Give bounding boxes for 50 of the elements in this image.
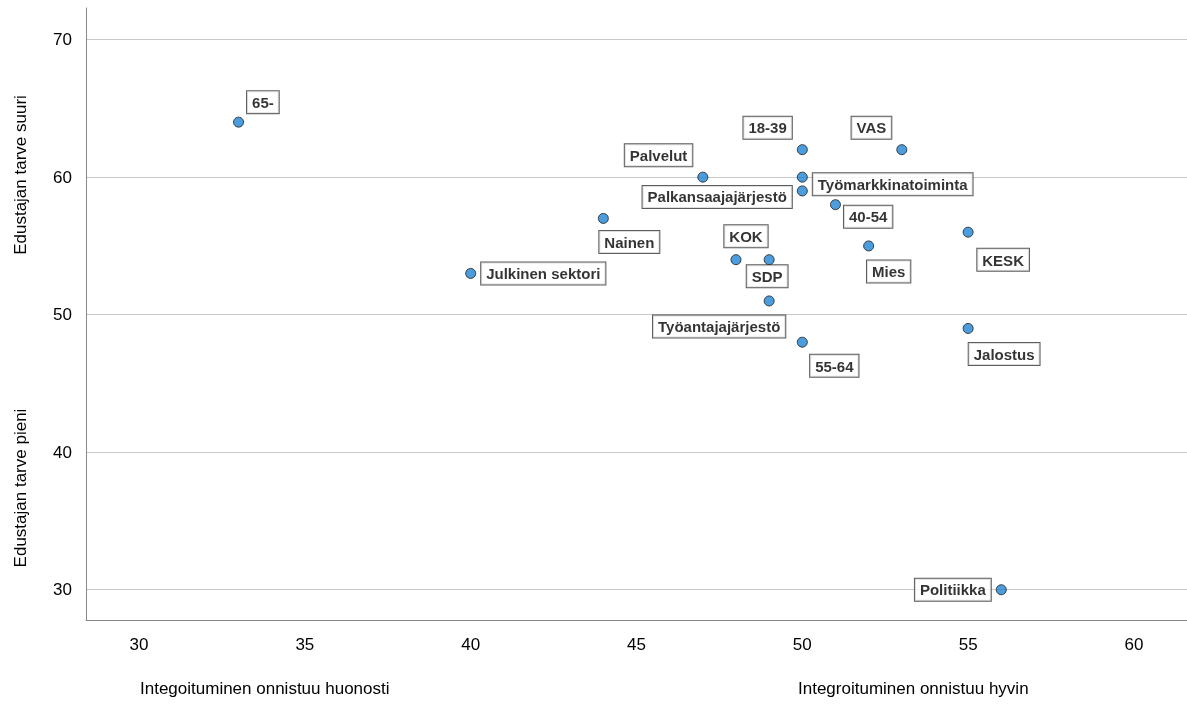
x-tick-label: 40 [461,635,481,654]
x-tick-label: 45 [627,635,646,654]
y-tick-label: 50 [53,305,72,325]
y-tick-label: 40 [53,442,72,462]
point [730,254,742,266]
text: Integroituminen onnistuu hyvin [798,679,1029,698]
point [796,185,808,197]
point [597,212,609,224]
x-axis-title: Integoituminen onnistuu huonosti [140,679,390,698]
point [465,267,477,279]
y-tick-label: 30 [53,580,72,600]
series-label: Jalostus [973,345,1035,363]
x-tick-label: 55 [958,635,978,654]
point [796,144,808,156]
text: Edustajan tarve suuri [10,95,30,255]
series-label: VAS [856,119,887,137]
point [829,199,841,211]
point [995,584,1007,596]
point [697,171,709,183]
point [896,144,908,156]
series-label: Politiikka [919,581,987,599]
series-label: Työantajajärjestö [658,318,781,336]
series-label: KESK [982,251,1025,269]
series-label: SDP [751,268,783,286]
y-axis-title: Edustajan tarve pieni [10,408,30,568]
x-tick-label: 35 [295,635,315,654]
series-label: Työmarkkinatoiminta [817,175,969,193]
series-label: 65- [252,93,274,111]
x-tick-label: 60 [1124,635,1144,654]
point [233,116,245,128]
x-tick-label: 30 [129,635,149,654]
series-label: Julkinen sektori [486,264,601,282]
series-label: 18-39 [748,119,787,137]
series-label: 55-64 [815,357,855,375]
x-tick-label: 50 [792,635,812,654]
series-label: 40-54 [848,208,888,226]
series-label: Mies [871,263,906,281]
point [763,254,775,266]
point [796,171,808,183]
point [962,322,974,334]
series-label: Palvelut [629,146,688,164]
point [863,240,875,252]
y-tick-label: 70 [53,30,72,50]
series-label: Nainen [604,233,655,251]
series-label: KOK [729,228,763,246]
y-tick-label: 60 [53,167,72,187]
point [962,226,974,238]
point [763,295,775,307]
point [796,336,808,348]
series-label: Palkansaajajärjestö [647,188,787,206]
